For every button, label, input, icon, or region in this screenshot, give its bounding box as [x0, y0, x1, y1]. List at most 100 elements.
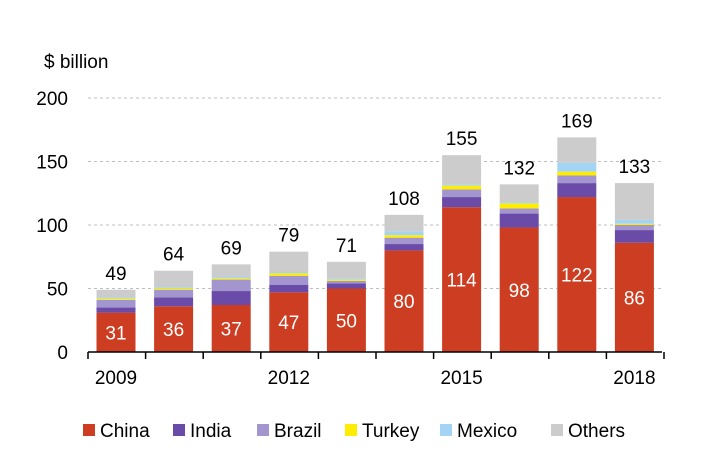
bar-segment-brazil [384, 237, 424, 245]
bars: 31 49 36 64 37 69 47 79 50 71 80 108 114 155 98 132 122 1… [96, 111, 654, 352]
bar-segment-china [442, 207, 482, 352]
x-tick-label: 2012 [268, 368, 310, 389]
bar-segment-others [557, 137, 597, 163]
total-value-label: 64 [163, 245, 185, 266]
legend-label-brazil: Brazil [274, 421, 322, 442]
bar-segment-brazil [442, 189, 482, 198]
bar-segment-brazil [269, 275, 309, 285]
bar-segment-mexico [614, 219, 654, 224]
bar-segment-brazil [211, 279, 251, 292]
bar-segment-brazil [154, 289, 194, 298]
bar-segment-turkey [384, 235, 424, 238]
bar-segment-china [211, 305, 251, 352]
legend: China India Brazil Turkey Mexico Others [83, 421, 625, 442]
legend-label-turkey: Turkey [362, 421, 420, 442]
bar-segment-india [96, 307, 136, 313]
china-value-label: 31 [105, 323, 126, 344]
total-value-label: 132 [503, 158, 535, 179]
total-value-label: 155 [446, 129, 478, 150]
bar-segment-brazil [326, 280, 366, 284]
total-value-label: 49 [105, 264, 126, 285]
legend-swatch-others [551, 424, 563, 436]
bar-segment-china [96, 312, 136, 352]
legend-swatch-turkey [345, 424, 357, 436]
bar-segment-others [384, 214, 424, 232]
bar-segment-turkey [499, 203, 539, 209]
bar-segment-others [326, 261, 366, 279]
y-tick-label: 100 [36, 216, 68, 237]
legend-label-china: China [100, 421, 150, 442]
y-tick-label: 50 [47, 280, 68, 301]
legend-label-india: India [190, 421, 232, 442]
bar-segment-others [442, 155, 482, 185]
bar-segment-india [557, 183, 597, 198]
y-tick-label: 200 [36, 89, 68, 110]
bar-segment-turkey [557, 171, 597, 176]
bar-segment-turkey [211, 278, 251, 280]
y-axis-label: $ billion [44, 52, 108, 73]
x-axis: 2009 2012 2015 2018 [87, 351, 665, 389]
china-value-label: 98 [509, 281, 530, 302]
bar-segment-china [384, 250, 424, 352]
china-value-label: 36 [163, 320, 184, 341]
bar-segment-mexico [384, 231, 424, 236]
bar-segment-india [442, 197, 482, 208]
bar-segment-india [384, 244, 424, 251]
bar-segment-india [326, 283, 366, 289]
bar-segment-mexico [96, 297, 136, 299]
total-value-label: 169 [561, 111, 593, 132]
bar-segment-mexico [269, 271, 309, 274]
bar-segment-brazil [557, 175, 597, 184]
bar-segment-china [557, 197, 597, 352]
bar-segment-turkey [154, 288, 194, 290]
bar-segment-china [326, 288, 366, 352]
bar-segment-india [211, 291, 251, 306]
bar-segment-others [269, 251, 309, 272]
bar-segment-india [269, 284, 309, 293]
china-value-label: 80 [393, 292, 414, 313]
y-axis-ticks: 0 50 100 150 200 [36, 89, 68, 364]
bar-segment-china [614, 242, 654, 352]
bar-segment-china [269, 292, 309, 352]
china-value-label: 122 [561, 266, 593, 287]
x-tick-label: 2009 [95, 368, 137, 389]
bar-segment-brazil [499, 208, 539, 214]
legend-swatch-mexico [440, 424, 452, 436]
bar-segment-mexico [557, 162, 597, 172]
bar-segment-others [614, 183, 654, 220]
bar-segment-others [96, 289, 136, 298]
legend-label-mexico: Mexico [457, 421, 517, 442]
bar-segment-brazil [96, 299, 136, 308]
china-value-label: 86 [624, 288, 645, 309]
bar-segment-others [154, 270, 194, 288]
bar-segment-brazil [614, 225, 654, 231]
total-value-label: 133 [619, 157, 651, 178]
total-value-label: 71 [336, 236, 357, 257]
bar-segment-others [211, 264, 251, 278]
bar-segment-turkey [269, 273, 309, 276]
china-value-label: 50 [336, 311, 357, 332]
bar-segment-mexico [211, 277, 251, 279]
bar-segment-china [499, 227, 539, 352]
bar-segment-china [154, 306, 194, 352]
y-tick-label: 0 [57, 343, 68, 364]
legend-swatch-india [173, 424, 185, 436]
x-tick-label: 2015 [440, 368, 482, 389]
y-tick-label: 150 [36, 153, 68, 174]
legend-label-others: Others [568, 421, 625, 442]
total-value-label: 108 [388, 189, 420, 210]
china-value-label: 114 [446, 271, 477, 292]
china-value-label: 47 [278, 313, 299, 334]
bar-segment-turkey [96, 298, 136, 300]
bar-segment-india [154, 297, 194, 307]
bar-segment-others [499, 184, 539, 203]
bar-segment-mexico [499, 202, 539, 204]
bar-segment-mexico [442, 184, 482, 186]
total-value-label: 69 [221, 238, 242, 259]
bar-segment-mexico [326, 278, 366, 280]
total-value-label: 79 [278, 226, 299, 247]
bar-segment-mexico [154, 287, 194, 289]
bar-segment-india [499, 213, 539, 228]
legend-swatch-brazil [257, 424, 269, 436]
